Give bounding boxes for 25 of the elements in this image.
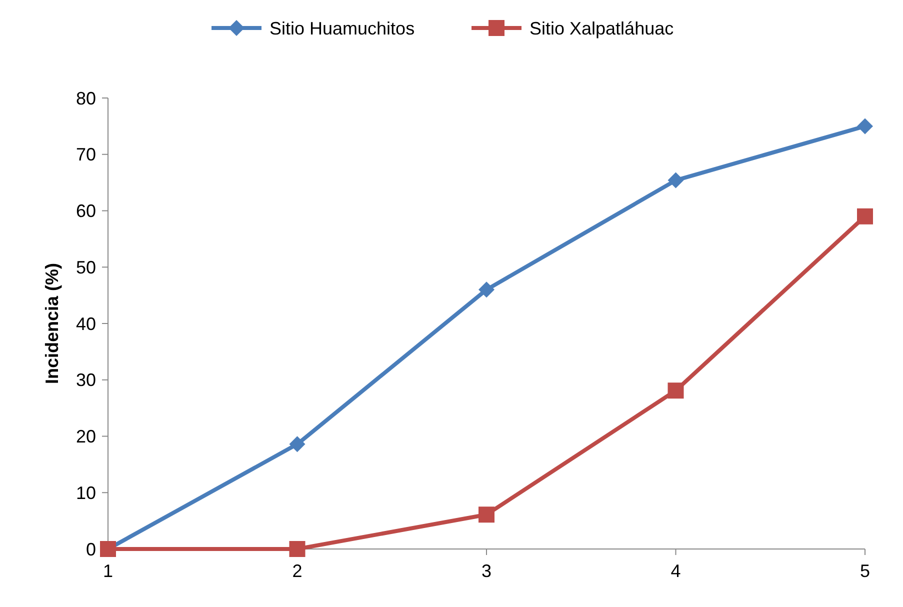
y-tick-label: 30 [76,370,96,390]
point [857,118,873,134]
y-tick-label: 70 [76,144,96,165]
x-tick-label: 4 [670,561,681,581]
x-tick-label: 5 [860,561,870,581]
point [478,506,494,523]
x-tick-label: 1 [102,561,114,581]
x-tick-label: 3 [481,561,492,581]
point [289,436,306,452]
y-tick-label: 10 [76,482,96,503]
y-axis-title: Incidencia (%) [42,262,62,384]
point [289,541,306,557]
y-tick-label: 40 [76,314,96,334]
y-tick-label: 0 [86,539,96,560]
y-tick-label: 50 [76,257,96,278]
x-tick-label: 2 [292,561,302,581]
point [857,208,873,224]
y-tick-label: 80 [76,88,96,108]
point [668,382,684,399]
legend-label: Sitio Xalpatláhuac [530,18,674,38]
legend-label: Sitio Huamuchitos [270,18,415,38]
point [668,172,684,188]
y-tick-label: 60 [76,201,96,222]
point [478,282,494,298]
y-tick-label: 20 [76,426,96,447]
